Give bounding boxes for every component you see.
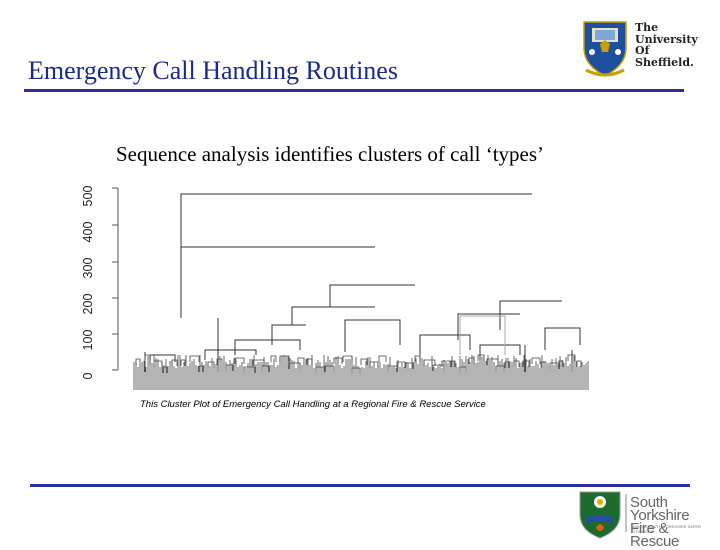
dendrogram-link	[544, 327, 581, 350]
figure-caption: This Cluster Plot of Emergency Call Hand…	[140, 399, 486, 410]
dendrogram-link	[261, 365, 270, 372]
dendrogram-link	[414, 355, 421, 362]
dendrogram-link	[360, 358, 368, 365]
fire-rescue-name: South Yorkshire Fire & Rescue	[630, 494, 720, 549]
dendrogram-link	[198, 365, 204, 372]
dendrogram-link	[297, 357, 305, 364]
dendrogram-link	[351, 367, 361, 374]
dendrogram-link	[180, 246, 375, 318]
dendrogram-link	[479, 344, 521, 360]
dendrogram-link	[216, 358, 223, 365]
dendrogram-link	[459, 315, 506, 355]
dendrogram-link	[234, 357, 245, 364]
dendrogram-link	[204, 349, 257, 360]
dendrogram-link	[324, 365, 335, 372]
university-name-line: University	[635, 32, 698, 46]
dendrogram-link	[162, 366, 168, 373]
university-name-line: Sheffield.	[635, 55, 694, 69]
dendrogram-link	[234, 339, 301, 355]
dendrogram-link	[468, 357, 475, 364]
dendrogram-link	[306, 358, 313, 365]
dendrogram-link	[531, 357, 541, 364]
dendrogram-link	[291, 306, 375, 325]
dendrogram-link	[396, 361, 406, 368]
dendrogram-link	[279, 355, 290, 362]
dendrogram-link	[495, 365, 505, 372]
dendrogram-link	[576, 360, 582, 367]
dendrogram-link	[540, 361, 547, 368]
dendrogram-link	[344, 319, 401, 352]
dendrogram-link	[450, 360, 456, 367]
dendrogram-link	[486, 358, 499, 365]
dendrogram-link	[378, 355, 387, 362]
dendrogram-link	[342, 355, 353, 362]
university-name: The University Of Sheffield.	[635, 22, 698, 68]
dendrogram-link	[567, 354, 576, 361]
university-name-line: Of	[635, 44, 650, 57]
dendrogram-link	[513, 360, 520, 367]
dendrogram-link	[441, 360, 453, 367]
dendrogram-link	[369, 361, 379, 368]
title-divider	[24, 89, 684, 92]
dendrogram-link	[432, 364, 445, 371]
university-name-line: The	[635, 21, 659, 34]
dendrogram-link	[171, 359, 178, 366]
dendrogram-link	[333, 357, 343, 364]
dendrogram-link	[477, 354, 485, 361]
dendrogram-link	[457, 313, 520, 340]
dendrogram-link	[459, 366, 467, 373]
dendrogram-link	[558, 360, 564, 367]
footer-divider	[30, 484, 690, 487]
dendrogram-link	[419, 334, 471, 355]
slide-title: Emergency Call Handling Routines	[28, 56, 398, 85]
dendrogram-link	[207, 361, 215, 368]
dendrogram-link	[180, 193, 532, 247]
dendrogram-link	[499, 300, 562, 330]
dendrogram-link	[180, 359, 186, 366]
dendrogram-link	[252, 359, 265, 366]
dendrogram-leaves	[133, 354, 589, 390]
fire-rescue-crest-icon	[579, 491, 627, 539]
dendrogram-link	[144, 354, 155, 361]
dendrogram-link	[315, 366, 325, 373]
dendrogram-link	[504, 361, 510, 368]
dendrogram-link	[225, 364, 234, 371]
dendrogram-link	[288, 362, 301, 369]
dendrogram-link	[387, 365, 398, 372]
dendrogram-link	[243, 366, 256, 373]
dendrogram-link	[423, 359, 436, 366]
fire-rescue-name-line: South Yorkshire	[630, 494, 690, 524]
dendrogram-link	[271, 324, 306, 345]
shield-crest-icon	[583, 21, 627, 77]
fire-rescue-tagline: MAKING SOUTH YORKSHIRE SAFER STRONGER	[631, 524, 701, 534]
dendrogram-link	[270, 355, 277, 362]
y-axis	[112, 187, 119, 371]
slide-subtitle: Sequence analysis identifies clusters of…	[116, 142, 545, 166]
dendrogram-link	[405, 362, 414, 369]
dendrogram-link	[153, 360, 163, 367]
dendrogram-link	[189, 355, 200, 362]
dendrogram-link	[522, 360, 530, 367]
dendrogram-link	[135, 358, 141, 365]
dendrogram-links	[144, 193, 581, 372]
dendrogram-link	[329, 284, 415, 307]
